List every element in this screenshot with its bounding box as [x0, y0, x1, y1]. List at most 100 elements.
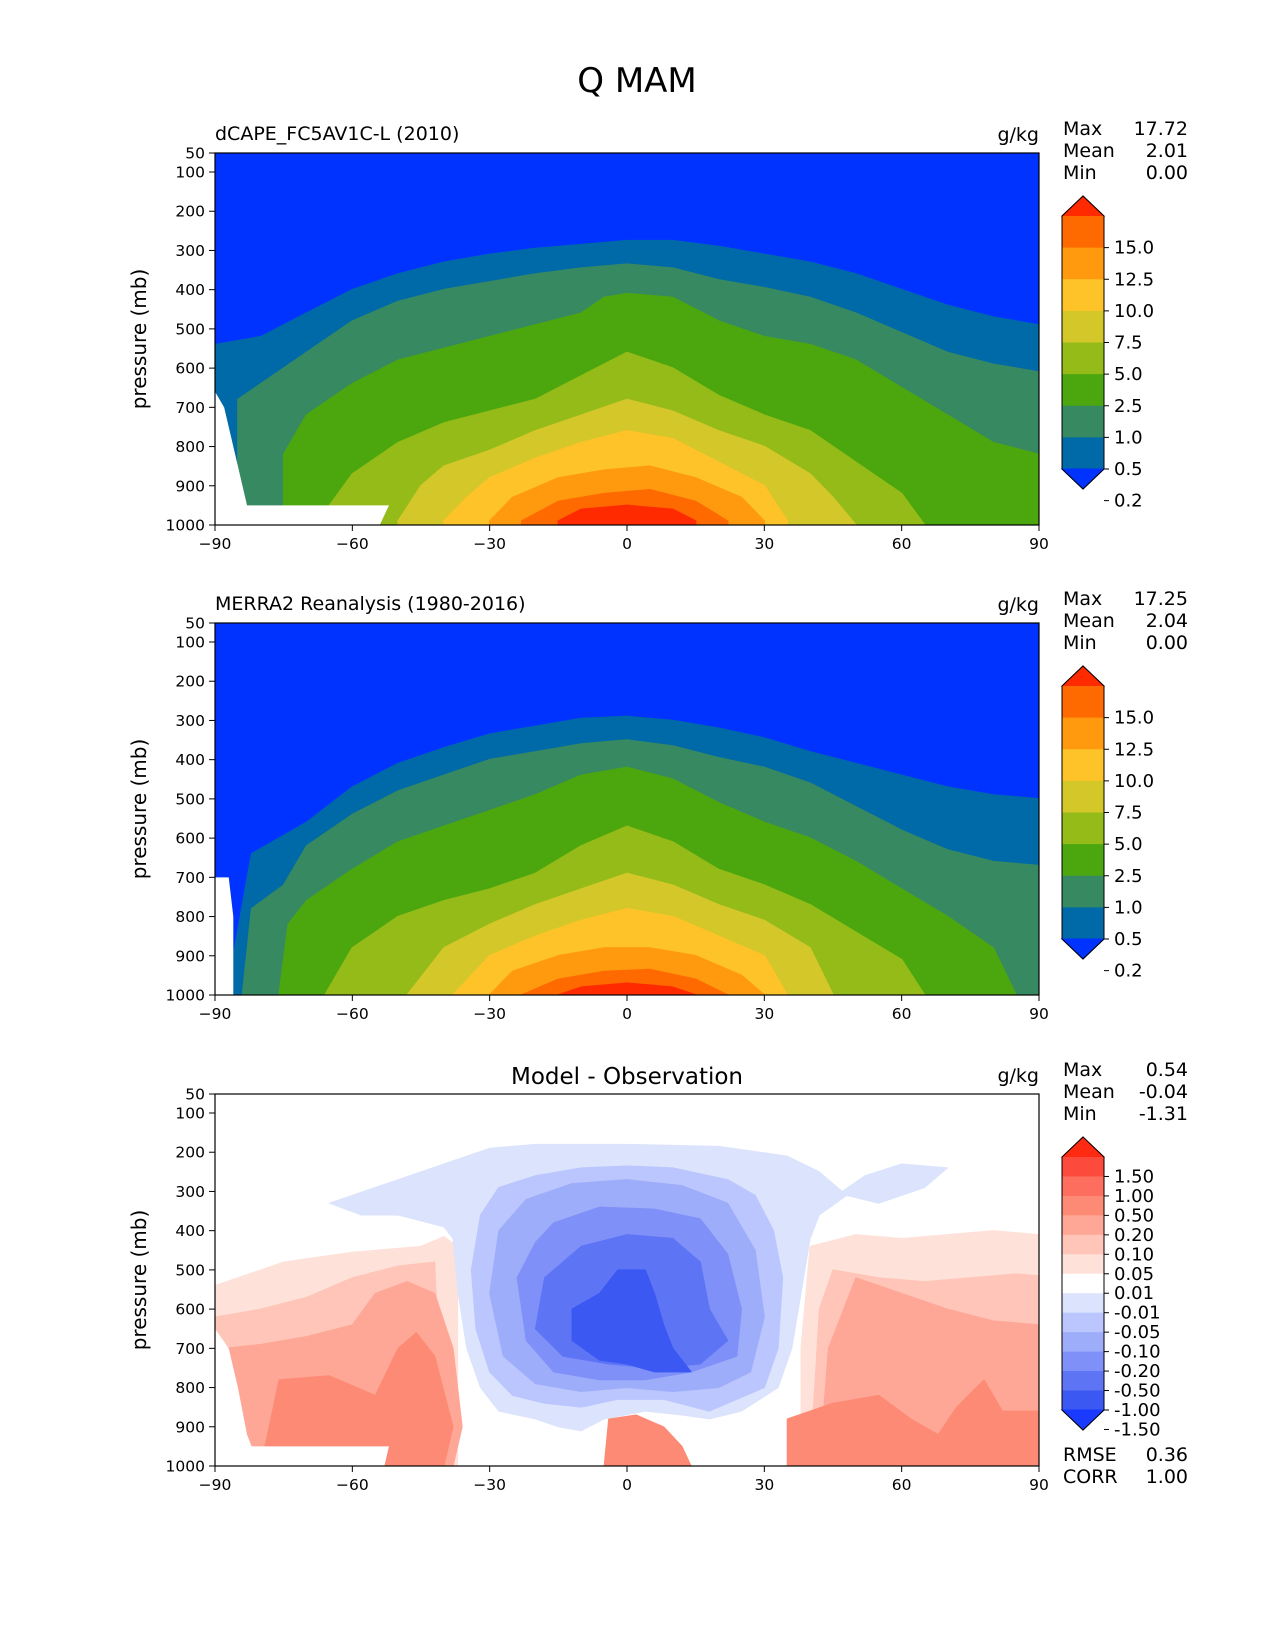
- colorbar-label: 15.0: [1114, 238, 1154, 259]
- stat-value-min: 0.00: [1146, 632, 1188, 654]
- y-tick-label: 400: [175, 1222, 205, 1240]
- y-tick-label: 600: [175, 830, 205, 848]
- diff-region-7: [786, 1379, 1039, 1466]
- stat-value-mean: -0.04: [1139, 1081, 1188, 1103]
- x-tick-label: 60: [892, 535, 912, 553]
- colorbar-label: 5.0: [1114, 364, 1143, 385]
- colorbar-segment: [1062, 1332, 1104, 1353]
- colorbar-segment: [1062, 374, 1104, 407]
- stat-label-mean: Mean: [1063, 610, 1115, 632]
- colorbar-segment: [1062, 812, 1104, 845]
- plot-area: [215, 1094, 1039, 1466]
- colorbar-segment: [1062, 1215, 1104, 1236]
- y-tick-label: 500: [175, 1261, 205, 1279]
- x-tick-label: 30: [754, 1005, 774, 1023]
- colorbar-label: 10.0: [1114, 771, 1154, 792]
- diff-region-14: [571, 1269, 692, 1373]
- x-tick-label: −60: [336, 1005, 369, 1023]
- colorbar-label: 1.50: [1114, 1166, 1154, 1187]
- colorbar-segment: [1062, 749, 1104, 782]
- stat-label-max: Max: [1063, 588, 1102, 610]
- x-tick-label: 60: [892, 1476, 912, 1494]
- x-tick-label: 90: [1029, 1005, 1049, 1023]
- colorbar-segment: [1062, 310, 1104, 343]
- colorbar-segment: [1062, 405, 1104, 438]
- stat-label-corr: CORR: [1063, 1466, 1118, 1488]
- colorbar-segment: [1062, 216, 1104, 249]
- colorbar-segment: [1062, 247, 1104, 280]
- y-tick-label: 600: [175, 360, 205, 378]
- colorbar-segment: [1062, 907, 1104, 940]
- colorbar-label: 0.01: [1114, 1283, 1154, 1304]
- colorbar-extend-min: [1060, 468, 1106, 490]
- figure-title: Q MAM: [577, 61, 697, 101]
- colorbar-label: 15.0: [1114, 708, 1154, 729]
- colorbar-extend-min: [1060, 1409, 1106, 1431]
- x-tick-label: −60: [336, 1476, 369, 1494]
- colorbar-label: 0.10: [1114, 1244, 1154, 1265]
- colorbar-extend-max: [1060, 195, 1106, 217]
- plot-area: [215, 623, 1039, 995]
- y-tick-label: 800: [175, 1379, 205, 1397]
- stat-label-max: Max: [1063, 1059, 1102, 1081]
- colorbar-label: 1.0: [1114, 427, 1143, 448]
- contour-band-15.0: [557, 982, 697, 995]
- y-tick-label: 200: [175, 673, 205, 691]
- x-tick-label: 0: [622, 535, 632, 553]
- colorbar-label: 1.0: [1114, 897, 1143, 918]
- colorbar-label: 1.00: [1114, 1186, 1154, 1207]
- stat-value-max: 17.25: [1134, 588, 1188, 610]
- colorbar-segment: [1062, 1390, 1104, 1411]
- y-tick-label: 800: [175, 438, 205, 456]
- y-tick-label: 1000: [166, 517, 205, 535]
- stat-value-mean: 2.04: [1146, 610, 1188, 632]
- stat-label-mean: Mean: [1063, 1081, 1115, 1103]
- missing-region: [215, 1328, 389, 1466]
- colorbar-label: -0.01: [1114, 1303, 1161, 1324]
- stat-value-rmse: 0.36: [1146, 1444, 1188, 1466]
- y-tick-label: 100: [175, 1105, 205, 1123]
- stat-label-max: Max: [1063, 118, 1102, 140]
- colorbar-segment: [1062, 780, 1104, 813]
- y-tick-label: 700: [175, 869, 205, 887]
- x-tick-label: 0: [622, 1005, 632, 1023]
- y-axis-label: pressure (mb): [127, 1210, 151, 1351]
- colorbar: 15.0 12.5 10.0 7.5 5.0 2.5 1.0 0.5 0.2: [1060, 195, 1154, 512]
- x-tick-label: −90: [199, 1476, 232, 1494]
- colorbar-segment: [1062, 1195, 1104, 1216]
- colorbar-label: 0.20: [1114, 1225, 1154, 1246]
- colorbar-label: 7.5: [1114, 803, 1143, 824]
- panel-units: g/kg: [997, 124, 1039, 146]
- y-axis-label: pressure (mb): [127, 269, 151, 410]
- colorbar-label: 0.2: [1114, 961, 1143, 982]
- panel-units: g/kg: [997, 1065, 1039, 1087]
- missing-region: [215, 391, 389, 525]
- colorbar-segment: [1062, 1351, 1104, 1372]
- colorbar-label: 0.5: [1114, 459, 1143, 480]
- diff-region-3: [260, 1332, 454, 1466]
- colorbar-segment: [1062, 342, 1104, 375]
- x-tick-label: 60: [892, 1005, 912, 1023]
- missing-region: [215, 877, 234, 995]
- y-tick-label: 700: [175, 1340, 205, 1358]
- y-tick-label: 200: [175, 203, 205, 221]
- x-tick-label: −30: [473, 535, 506, 553]
- colorbar-label: 0.05: [1114, 1264, 1154, 1285]
- colorbar: 1.501.000.500.200.100.050.01-0.01-0.05-0…: [1060, 1136, 1161, 1440]
- y-tick-label: 100: [175, 164, 205, 182]
- stat-label-min: Min: [1063, 1103, 1097, 1125]
- stat-value-corr: 1.00: [1146, 1466, 1188, 1488]
- colorbar-segment: [1062, 279, 1104, 312]
- colorbar-segment: [1062, 437, 1104, 470]
- colorbar-segment: [1062, 1312, 1104, 1333]
- y-tick-label: 400: [175, 751, 205, 769]
- colorbar-segment: [1062, 1273, 1104, 1294]
- colorbar-extend-max: [1060, 1136, 1106, 1158]
- colorbar-label: 2.5: [1114, 866, 1143, 887]
- y-tick-label: 50: [185, 145, 205, 163]
- colorbar-label: -1.00: [1114, 1400, 1161, 1421]
- colorbar-extend-max: [1060, 665, 1106, 687]
- plot-area: [215, 153, 1039, 525]
